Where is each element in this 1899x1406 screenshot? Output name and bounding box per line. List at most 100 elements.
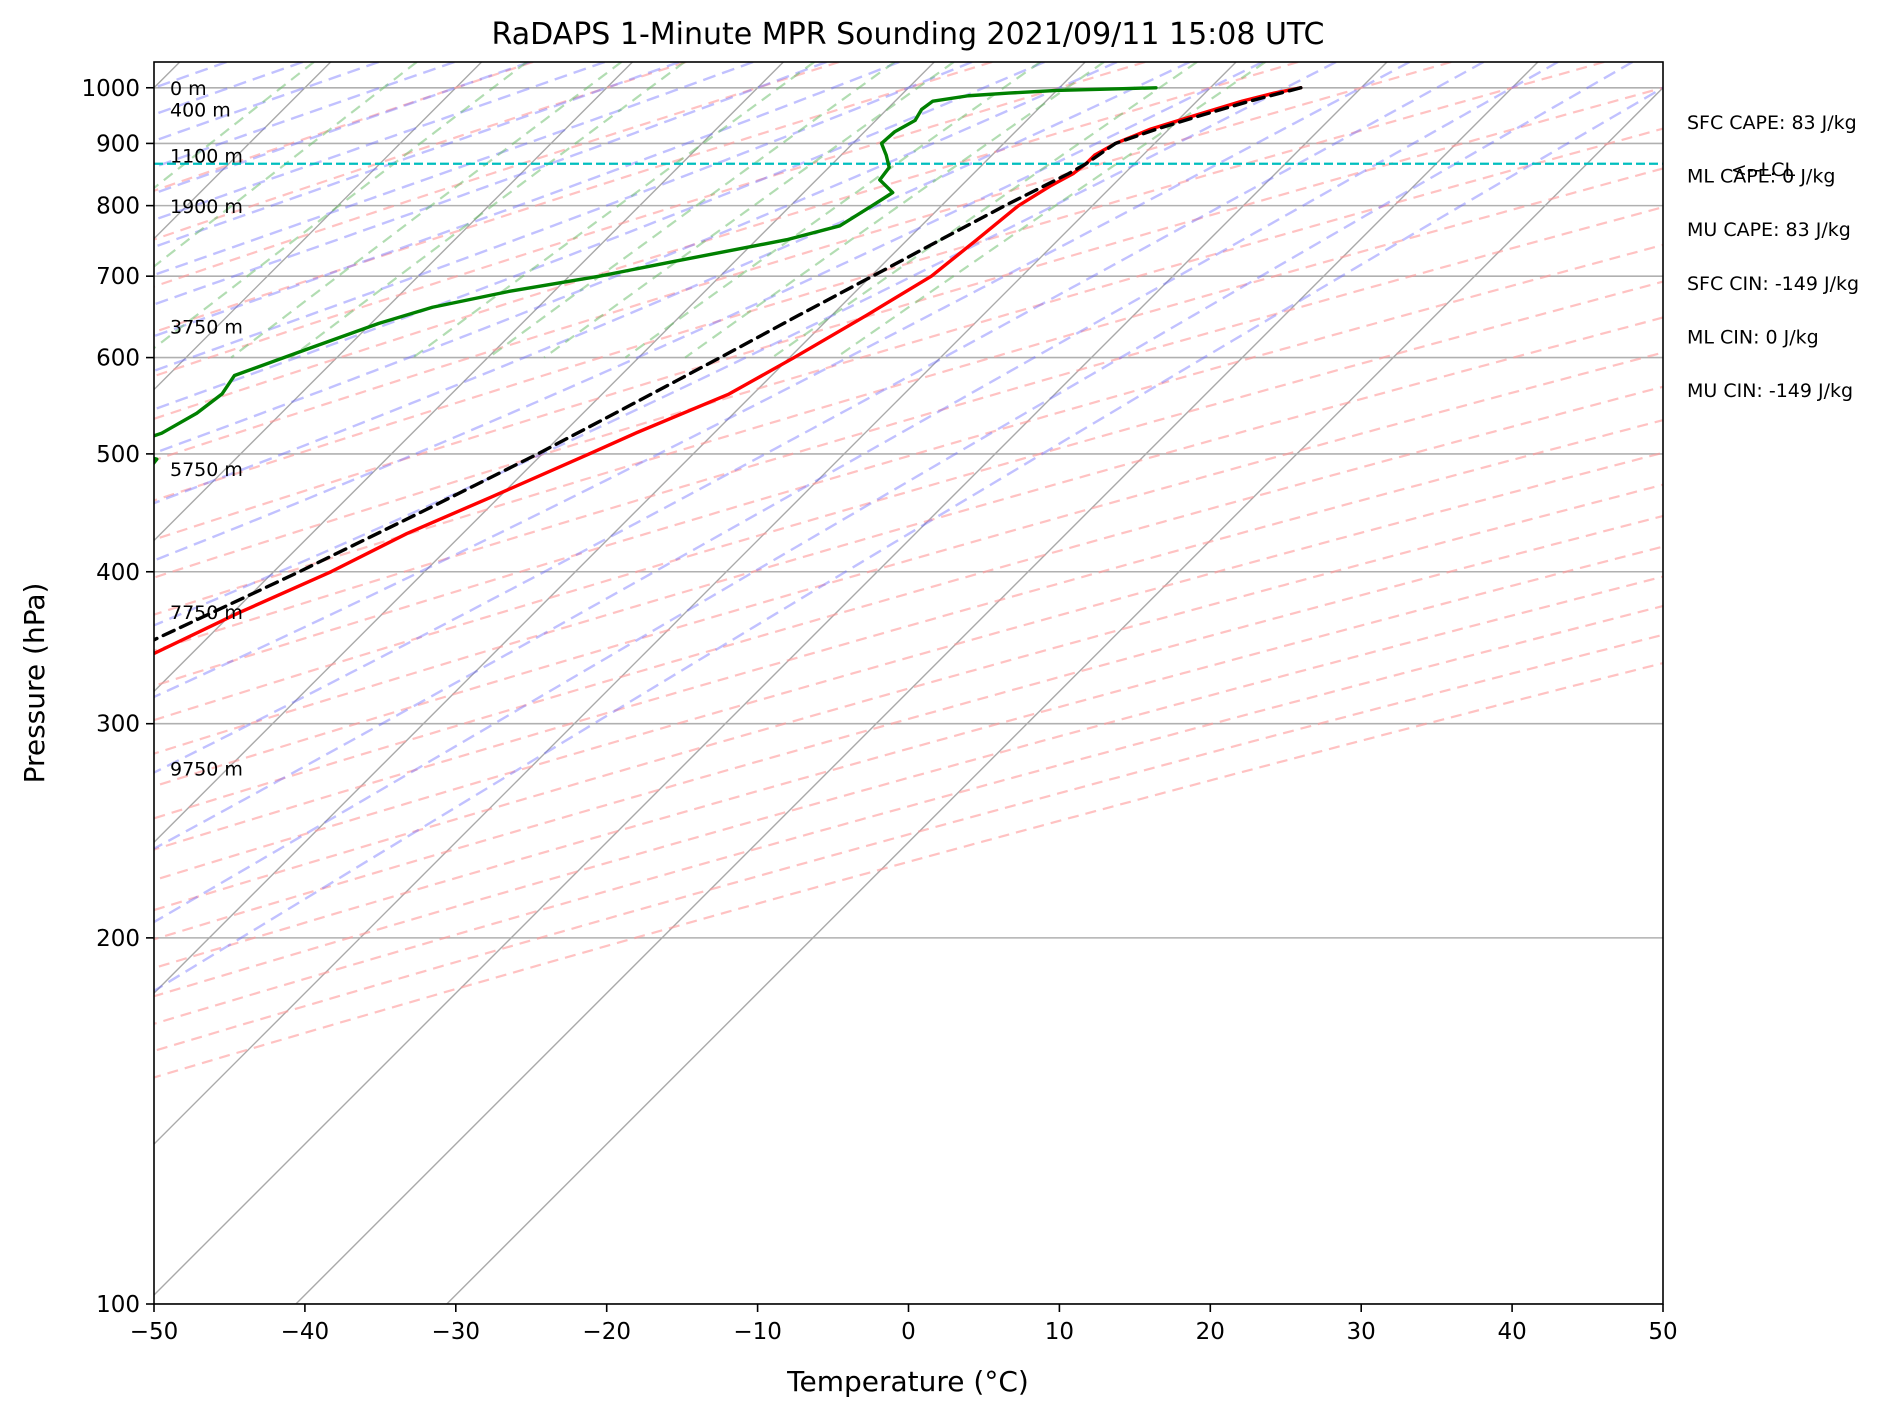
background-lines: [154, 62, 1663, 1304]
height-label: 400 m: [170, 99, 231, 121]
isotherm-line: [154, 62, 633, 542]
mixing-ratio-line: [154, 62, 315, 190]
moist-adiabat-line: [154, 62, 1264, 562]
index-label: ML CIN: 0 J/kg: [1687, 326, 1819, 348]
y-tick-label: 700: [96, 264, 140, 290]
height-label: 9750 m: [170, 759, 243, 781]
mixing-ratio-line: [684, 62, 1105, 359]
isotherm-line: [154, 62, 935, 844]
isotherm-line: [154, 62, 1086, 995]
moist-adiabat-line: [154, 62, 531, 195]
moist-adiabat-line: [154, 62, 1118, 455]
chart-title: RaDAPS 1-Minute MPR Sounding 2021/09/11 …: [492, 17, 1325, 52]
x-tick-label: 0: [901, 1319, 916, 1345]
y-tick-label: 900: [96, 131, 140, 157]
lcl-label: <--LCL: [1731, 159, 1795, 181]
moist-adiabat-line: [154, 62, 1045, 411]
x-axis-label: Temperature (°C): [786, 1365, 1029, 1398]
dry-adiabat-line: [154, 451, 1663, 882]
moist-adiabat-line: [154, 62, 1411, 699]
dry-adiabat-line: [154, 280, 1663, 722]
moist-adiabat-line: [154, 62, 754, 277]
x-tick-label: −40: [281, 1319, 330, 1345]
moist-adiabat-line: [154, 62, 1337, 627]
x-tick-label: 50: [1648, 1319, 1677, 1345]
height-label: 0 m: [170, 78, 207, 100]
dry-adiabat-line: [154, 62, 1146, 378]
dry-adiabat-line: [154, 127, 1663, 579]
x-tick-label: 40: [1497, 1319, 1526, 1345]
mixing-ratio-line: [624, 62, 1041, 359]
y-tick-label: 400: [96, 560, 140, 586]
profiles: [154, 86, 1303, 656]
moist-adiabat-line: [154, 62, 1485, 774]
mixing-ratio-line: [154, 62, 528, 350]
x-tick-label: −30: [432, 1319, 481, 1345]
x-tick-label: 10: [1045, 1319, 1074, 1345]
y-tick-label: 800: [96, 194, 140, 220]
x-tick-label: −20: [582, 1319, 631, 1345]
index-label: MU CIN: -149 J/kg: [1687, 380, 1853, 402]
x-tick-label: 30: [1347, 1319, 1376, 1345]
dry-adiabat-line: [154, 206, 1663, 652]
dry-adiabat-line: [154, 316, 1663, 755]
moist-adiabat-line: [154, 62, 1634, 924]
moist-adiabat-line: [154, 62, 606, 222]
mixing-ratio-lines: [154, 62, 1266, 359]
dry-adiabat-line: [154, 62, 1605, 502]
y-tick-label: 1000: [81, 76, 140, 102]
height-labels: 9750 m 7750 m 5750 m 3750 m 1900 m 1100 m 400 …: [170, 78, 243, 781]
mixing-ratio-line: [543, 62, 955, 359]
x-tick-label: −10: [733, 1319, 782, 1345]
x-tick-label: −50: [130, 1319, 179, 1345]
dry-adiabat-line: [154, 633, 1663, 1053]
dry-adiabat-line: [154, 62, 1452, 462]
isotherm-line: [154, 62, 1388, 1296]
dry-adiabat-line: [154, 62, 993, 334]
y-tick-label: 300: [96, 712, 140, 738]
dewpoint-profile-line: [154, 86, 1158, 466]
y-tick-label: 200: [96, 926, 140, 952]
mixing-ratio-line: [487, 62, 896, 359]
thermodynamic-indices: SFC CAPE: 83 J/kg ML CAPE: 0 J/kg MU CAPE:…: [1687, 112, 1859, 402]
height-label: 5750 m: [170, 459, 243, 481]
mixing-ratio-line: [771, 62, 1198, 359]
moist-adiabat-line: [154, 62, 1559, 851]
index-label: MU CAPE: 83 J/kg: [1687, 219, 1851, 241]
dry-adiabat-line: [154, 62, 534, 192]
dry-adiabat-line: [154, 62, 687, 241]
mixing-ratio-line: [230, 62, 623, 359]
mixing-ratio-line: [154, 62, 418, 268]
dry-adiabat-line: [154, 514, 1663, 941]
index-label: SFC CIN: -149 J/kg: [1687, 273, 1859, 295]
dry-adiabat-line: [154, 545, 1663, 970]
height-label: 3750 m: [170, 317, 243, 339]
isotherm-line: [295, 62, 1539, 1304]
mixing-ratio-line: [835, 62, 1266, 359]
moist-adiabats: [154, 62, 1663, 993]
y-axis-label: Pressure (hPa): [18, 583, 51, 784]
x-axis-ticks: −50 −40 −30 −20 −10 0 10 20 30 40 50: [130, 1304, 1678, 1345]
dry-adiabats: [154, 62, 1663, 1079]
index-label: ML CAPE: 0 J/kg: [1687, 166, 1835, 188]
isotherm-line: [154, 62, 483, 391]
moist-adiabat-line: [154, 86, 1663, 993]
isotherm-line: [446, 86, 1663, 1304]
height-label: 1900 m: [170, 196, 243, 218]
dry-adiabat-line: [154, 167, 1663, 616]
lcl-group: <--LCL: [154, 159, 1795, 181]
dry-adiabat-line: [154, 575, 1663, 998]
moist-adiabat-line: [154, 62, 1191, 505]
height-label: 1100 m: [170, 145, 243, 167]
y-tick-label: 600: [96, 346, 140, 372]
dry-adiabat-line: [154, 418, 1663, 851]
y-axis-ticks: 100 200 300 400 500 600 700 800 900 1000: [81, 76, 154, 1318]
moist-adiabat-line: [154, 62, 900, 338]
y-tick-label: 100: [96, 1292, 140, 1318]
dry-adiabat-line: [154, 86, 1663, 541]
height-label: 7750 m: [170, 602, 243, 624]
moist-adiabat-line: [154, 62, 680, 249]
y-tick-label: 500: [96, 442, 140, 468]
index-label: SFC CAPE: 83 J/kg: [1687, 112, 1857, 134]
